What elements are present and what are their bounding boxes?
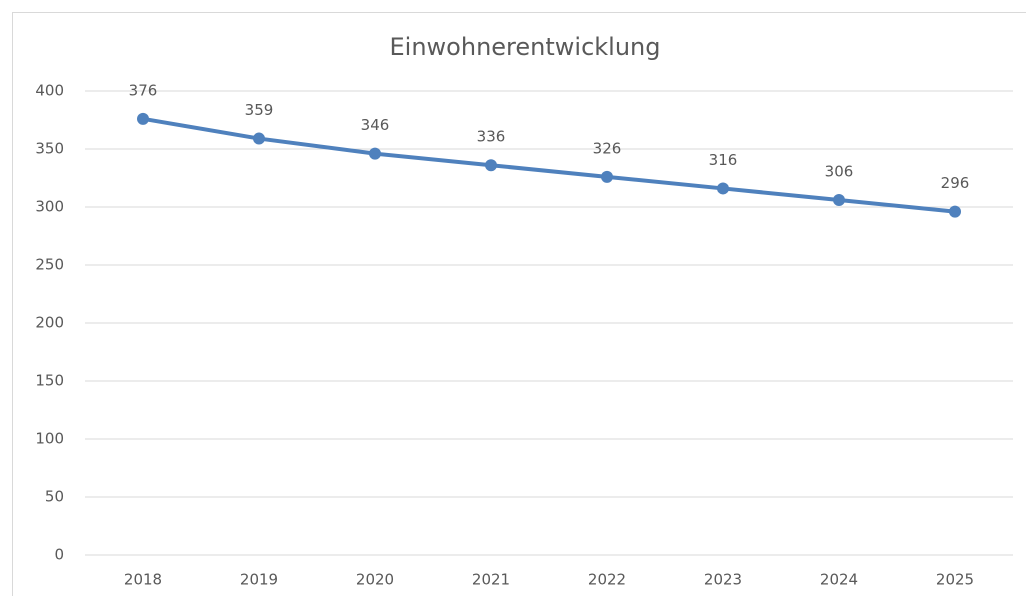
x-tick-label: 2025 — [936, 571, 974, 589]
y-tick-label: 150 — [35, 372, 64, 390]
data-label: 306 — [825, 163, 854, 181]
x-tick-label: 2024 — [820, 571, 858, 589]
data-label: 376 — [129, 81, 158, 99]
x-tick-label: 2021 — [472, 571, 510, 589]
y-tick-label: 200 — [35, 314, 64, 332]
point-marker — [137, 112, 149, 125]
x-tick-label: 2018 — [124, 571, 162, 589]
point-marker — [485, 159, 497, 172]
y-tick-label: 50 — [45, 488, 64, 506]
chart-title: Einwohnerentwicklung — [390, 33, 661, 61]
point-marker — [369, 147, 381, 160]
point-marker — [833, 194, 845, 207]
data-label: 296 — [941, 174, 970, 192]
data-label: 316 — [709, 151, 738, 169]
y-tick-label: 400 — [35, 82, 64, 100]
chart-border — [12, 12, 1026, 596]
data-label: 326 — [593, 139, 622, 157]
y-tick-label: 350 — [35, 140, 64, 158]
x-tick-label: 2019 — [240, 571, 278, 589]
point-marker — [717, 182, 729, 195]
data-label: 336 — [477, 128, 506, 146]
x-tick-label: 2022 — [588, 571, 626, 589]
y-tick-label: 0 — [54, 546, 64, 564]
point-marker — [601, 170, 613, 183]
point-marker — [949, 205, 961, 218]
data-label: 359 — [245, 101, 274, 119]
y-tick-label: 250 — [35, 256, 64, 274]
y-tick-label: 300 — [35, 198, 64, 216]
y-tick-label: 100 — [35, 430, 64, 448]
series-line — [142, 116, 956, 214]
data-label: 346 — [361, 116, 390, 134]
point-marker — [253, 132, 265, 145]
x-tick-label: 2023 — [704, 571, 742, 589]
x-tick-label: 2020 — [356, 571, 394, 589]
